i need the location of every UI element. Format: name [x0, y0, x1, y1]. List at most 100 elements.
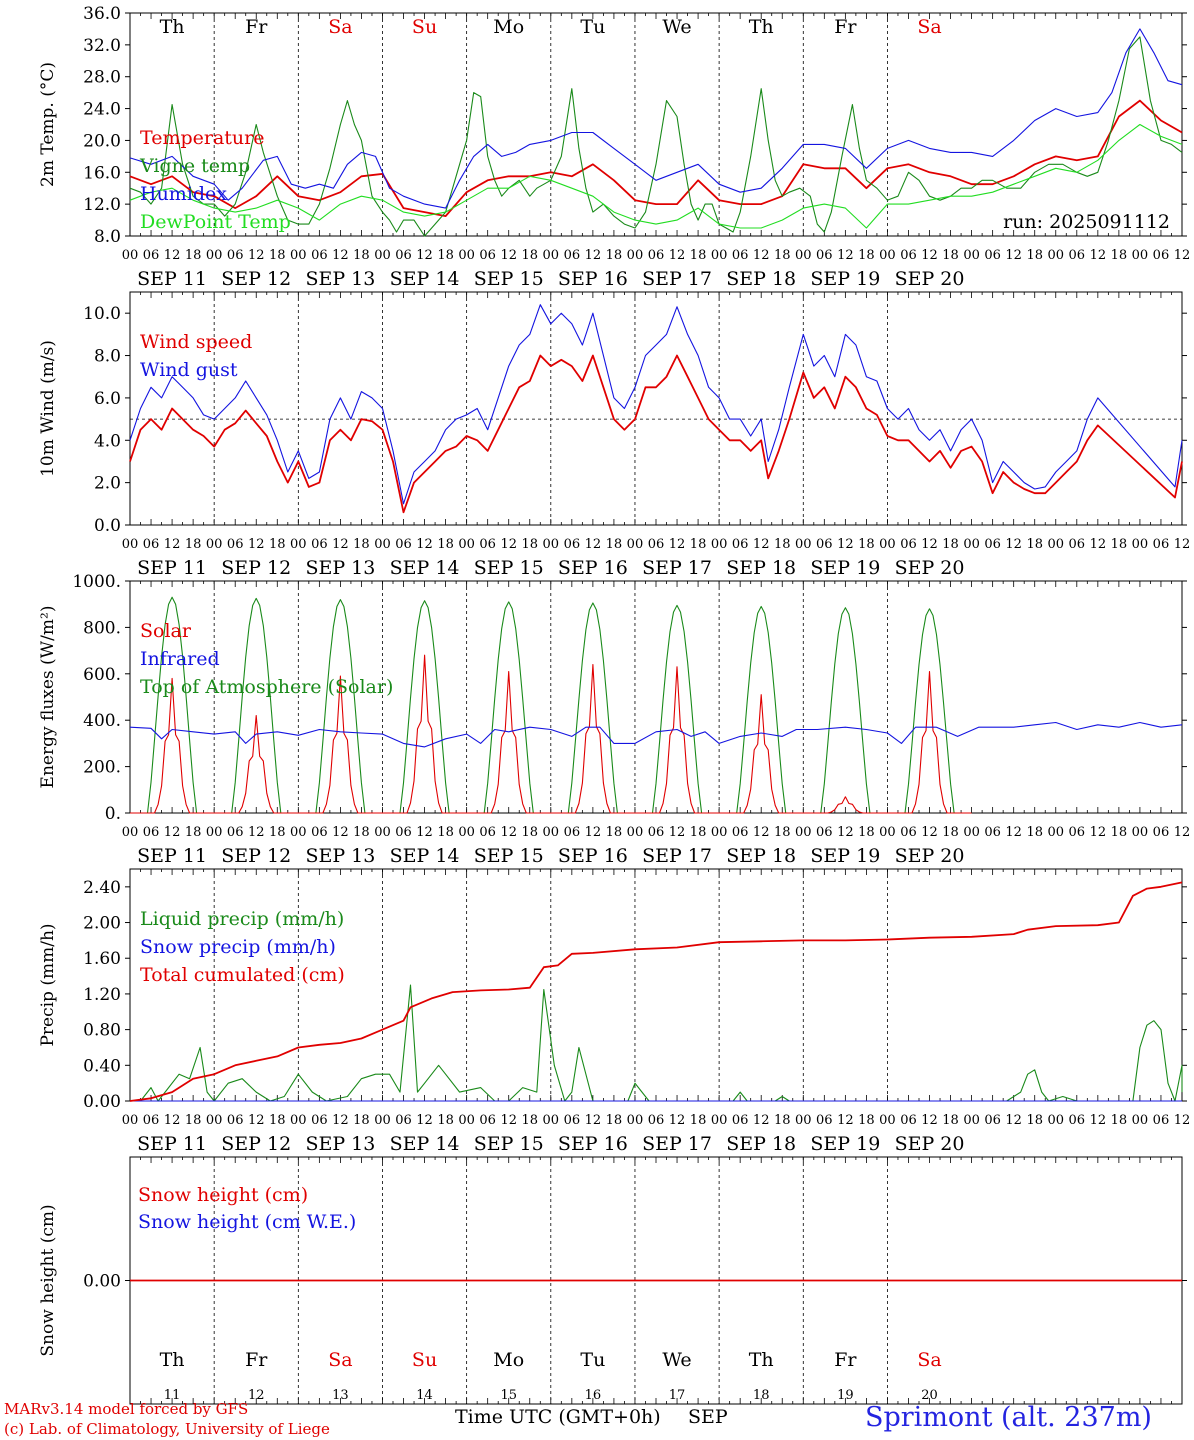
- series-line-solar: [130, 654, 972, 814]
- y-tick-label: 0.: [105, 804, 121, 824]
- legend-entry: Infrared: [140, 648, 220, 670]
- lab-credit: (c) Lab. of Climatology, University of L…: [4, 1420, 330, 1438]
- hour-tick-label: 06: [227, 1113, 244, 1128]
- hour-tick-label: 00: [206, 1113, 223, 1128]
- hour-tick-label: 00: [290, 537, 307, 552]
- legend-entry: Top of Atmosphere (Solar): [140, 676, 393, 698]
- hour-tick-label: 12: [164, 248, 181, 263]
- weekday-label: Fr: [834, 16, 857, 38]
- hour-tick-label: 12: [1005, 248, 1022, 263]
- hour-tick-label: 06: [1153, 1113, 1170, 1128]
- weekday-label: Th: [160, 16, 185, 38]
- hour-tick-label: 06: [143, 825, 160, 840]
- hour-tick-label: 06: [143, 1113, 160, 1128]
- series-line-vigne-temp: [129, 36, 1183, 237]
- hour-tick-label: 12: [164, 825, 181, 840]
- y-tick-label: 20.0: [83, 131, 121, 151]
- date-label: SEP 12: [221, 557, 291, 579]
- hour-tick-label: 06: [1069, 537, 1086, 552]
- hour-tick-label: 18: [942, 248, 959, 263]
- hour-tick-label: 00: [122, 248, 139, 263]
- hour-tick-label: 18: [437, 248, 454, 263]
- y-tick-label: 2.40: [83, 878, 121, 898]
- date-label: SEP 14: [390, 557, 460, 579]
- y-tick-label: 2.0: [94, 474, 121, 494]
- series-line-liquid-precip-mm-h-: [130, 984, 1183, 1102]
- hour-tick-label: 12: [1090, 1113, 1107, 1128]
- day-number-label: 16: [585, 1388, 602, 1403]
- y-tick-label: 6.0: [94, 389, 121, 409]
- date-label: SEP 19: [810, 845, 880, 867]
- y-tick-label: 1.60: [83, 949, 121, 969]
- hour-tick-label: 00: [206, 537, 223, 552]
- weekday-label: Th: [749, 1349, 774, 1371]
- legend-entry: Vigne temp: [139, 155, 250, 177]
- legend-entry: Snow precip (mm/h): [140, 936, 336, 958]
- hour-tick-label: 12: [1005, 825, 1022, 840]
- hour-tick-label: 00: [795, 537, 812, 552]
- date-label: SEP 13: [305, 1133, 375, 1155]
- date-label: SEP 13: [305, 845, 375, 867]
- date-label: SEP 17: [642, 268, 712, 290]
- hour-tick-label: 00: [122, 537, 139, 552]
- hour-tick-label: 12: [837, 537, 854, 552]
- hour-tick-label: 06: [900, 248, 917, 263]
- hour-tick-label: 00: [711, 1113, 728, 1128]
- date-label: SEP 15: [474, 1133, 544, 1155]
- date-label: SEP 11: [137, 268, 207, 290]
- hour-tick-label: 06: [984, 248, 1001, 263]
- hour-tick-label: 06: [984, 1113, 1001, 1128]
- hour-tick-label: 12: [921, 1113, 938, 1128]
- hour-tick-label: 18: [774, 1113, 791, 1128]
- hour-tick-label: 18: [606, 825, 623, 840]
- x-axis-title: Time UTC (GMT+0h): [455, 1406, 661, 1428]
- hour-tick-label: 00: [458, 1113, 475, 1128]
- date-label: SEP 11: [137, 845, 207, 867]
- date-label: SEP 15: [474, 557, 544, 579]
- hour-tick-label: 06: [1069, 825, 1086, 840]
- y-tick-label: 16.0: [83, 163, 121, 183]
- hour-tick-label: 00: [627, 537, 644, 552]
- hour-tick-label: 06: [1153, 248, 1170, 263]
- legend-entry: Wind gust: [140, 359, 238, 381]
- hour-tick-label: 06: [732, 1113, 749, 1128]
- weekday-label: Sa: [917, 16, 941, 38]
- hour-tick-label: 18: [858, 1113, 875, 1128]
- y-axis-label: Energy fluxes (W/m²): [38, 606, 58, 789]
- date-label: SEP 18: [726, 268, 796, 290]
- hour-tick-label: 12: [669, 537, 686, 552]
- hour-tick-label: 00: [290, 825, 307, 840]
- date-label: SEP 12: [221, 845, 291, 867]
- date-label: SEP 14: [390, 845, 460, 867]
- hour-tick-label: 18: [942, 825, 959, 840]
- hour-tick-label: 12: [753, 825, 770, 840]
- series-line-temperature: [129, 99, 1183, 217]
- date-label: SEP 19: [810, 268, 880, 290]
- plot-frame: [129, 291, 1183, 526]
- date-label: SEP 20: [895, 268, 965, 290]
- hour-tick-label: 00: [627, 825, 644, 840]
- hour-tick-label: 00: [543, 537, 560, 552]
- hour-tick-label: 00: [1047, 248, 1064, 263]
- weekday-label: We: [662, 1349, 691, 1371]
- hour-tick-label: 18: [606, 1113, 623, 1128]
- hour-tick-label: 18: [1026, 825, 1043, 840]
- hour-tick-label: 00: [1132, 248, 1149, 263]
- hour-tick-label: 06: [816, 248, 833, 263]
- hour-tick-label: 12: [500, 248, 517, 263]
- hour-tick-label: 12: [332, 825, 349, 840]
- weekday-label: Su: [412, 1349, 437, 1371]
- date-label: SEP 16: [558, 268, 628, 290]
- hour-tick-label: 00: [543, 825, 560, 840]
- plot-frame: [129, 12, 1183, 237]
- hour-tick-label: 12: [500, 1113, 517, 1128]
- hour-tick-label: 00: [963, 537, 980, 552]
- hour-tick-label: 18: [185, 1113, 202, 1128]
- hour-tick-label: 00: [374, 1113, 391, 1128]
- series-line-infrared: [129, 721, 1183, 748]
- hour-tick-label: 00: [206, 825, 223, 840]
- y-axis-label: Snow height (cm): [38, 1204, 58, 1356]
- hour-tick-label: 18: [269, 1113, 286, 1128]
- weekday-label: We: [662, 16, 691, 38]
